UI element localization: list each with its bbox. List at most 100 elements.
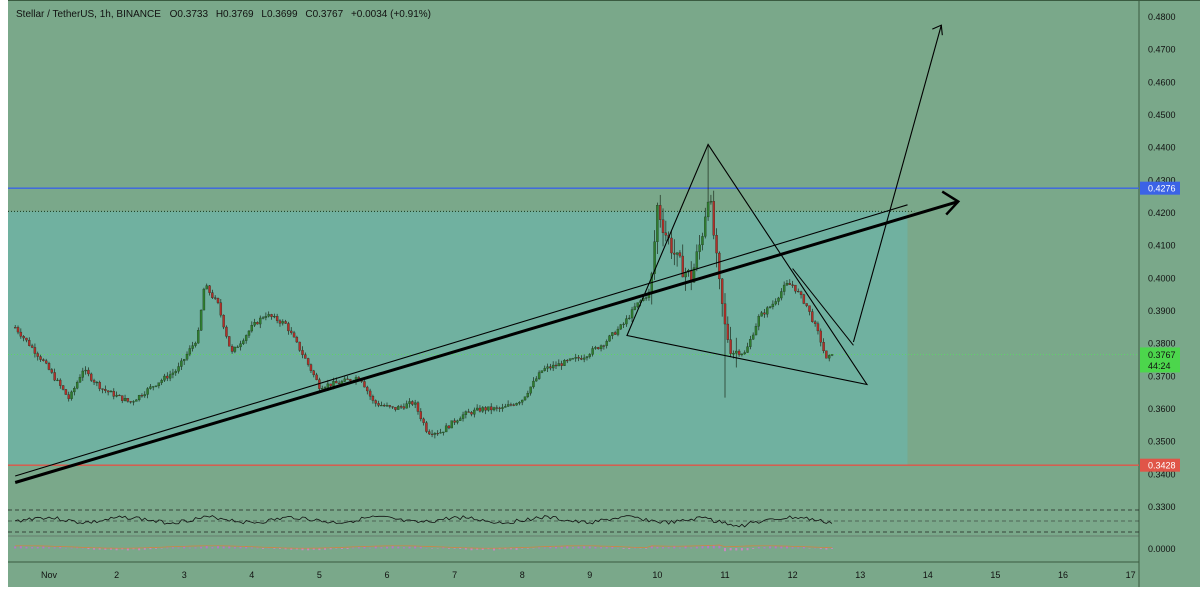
macd-bar (774, 546, 777, 549)
macd-bar (126, 548, 129, 551)
candle-body (681, 255, 684, 278)
projection-arrow[interactable] (852, 25, 942, 343)
candle-body (230, 346, 234, 352)
candle-body (222, 314, 225, 328)
candle-body (571, 358, 575, 360)
macd-bar (616, 547, 619, 549)
y-tick-label: 0.3600 (1148, 404, 1176, 414)
candle-body (478, 407, 482, 412)
x-tick-label: 6 (384, 570, 389, 580)
candle-body (53, 372, 56, 381)
candle-body (137, 395, 141, 401)
macd-bar (408, 546, 411, 549)
candle-body (211, 292, 214, 298)
candle-body (368, 390, 372, 397)
candle (380, 401, 383, 407)
candle (512, 403, 515, 407)
candle-body (84, 369, 87, 372)
candle (447, 425, 451, 430)
candle-body (439, 432, 442, 434)
candle-body (112, 390, 115, 397)
candle-body (152, 386, 155, 388)
candle-body (802, 294, 806, 304)
candle-body (594, 347, 597, 349)
candle (394, 407, 397, 412)
candle-body (625, 318, 628, 325)
candle-body (797, 291, 800, 293)
candle (298, 341, 301, 352)
candle-body (695, 251, 699, 268)
candle-body (87, 369, 90, 375)
candle-body (442, 431, 445, 433)
macd-bar (650, 546, 653, 549)
candle (391, 406, 394, 409)
last-price-tag[interactable] (1140, 347, 1180, 373)
candle-body (720, 278, 724, 304)
candle-body (405, 403, 408, 409)
candle (16, 325, 20, 335)
candle (98, 380, 101, 392)
level-price-tag[interactable] (1140, 181, 1180, 195)
candle (411, 400, 414, 407)
candle-body (532, 380, 535, 388)
candle-body (377, 403, 380, 406)
candle (774, 298, 777, 306)
macd-bar (763, 547, 766, 549)
candle-body (754, 326, 758, 336)
candle (67, 391, 70, 402)
candle-body (146, 388, 149, 395)
candle (101, 388, 104, 394)
level-price-tag[interactable] (1140, 458, 1180, 472)
candle-body (799, 291, 803, 295)
candle (233, 346, 237, 354)
candle-body (413, 402, 417, 405)
macd-bar (121, 548, 124, 550)
candle-body (498, 407, 501, 409)
candle-body (453, 420, 456, 423)
candle-body (433, 433, 437, 435)
candle-body (419, 411, 422, 420)
candle-body (619, 324, 622, 330)
candle (816, 321, 820, 335)
macd-bar (571, 547, 574, 549)
candle-body (816, 323, 820, 332)
candle-body (566, 360, 569, 362)
macd-bar (583, 546, 586, 549)
candle-body (749, 339, 752, 347)
macd-bar (183, 546, 186, 549)
main-trendline[interactable] (14, 200, 959, 484)
candle (698, 234, 701, 260)
thin-trendline[interactable] (15, 204, 908, 477)
x-tick-label: 5 (317, 570, 322, 580)
candle-body (459, 418, 462, 421)
candle-body (323, 387, 327, 389)
triangle-pattern[interactable] (626, 143, 869, 386)
candle-body (157, 382, 161, 387)
candle-body (740, 353, 744, 355)
candle (495, 405, 499, 412)
candle-body (205, 285, 208, 290)
candle (61, 385, 65, 391)
candle-body (523, 396, 527, 401)
candle-body (661, 219, 665, 234)
candle-body (723, 303, 727, 325)
candle-body (374, 400, 377, 404)
macd-bar (222, 546, 225, 549)
candle (132, 400, 135, 406)
candle-body (633, 306, 637, 310)
candle (104, 385, 107, 394)
macd-bar (442, 547, 445, 549)
candle (419, 408, 422, 422)
candle (675, 252, 679, 267)
candle (582, 354, 586, 363)
macd-bar (645, 548, 648, 549)
candle-body (822, 342, 825, 352)
candle-body (391, 406, 394, 408)
candle-body (751, 334, 755, 340)
candle-body (788, 283, 791, 285)
x-tick-label: 10 (652, 570, 662, 580)
candle (828, 354, 831, 362)
candle-body (521, 399, 524, 403)
macd-bar (318, 548, 321, 551)
